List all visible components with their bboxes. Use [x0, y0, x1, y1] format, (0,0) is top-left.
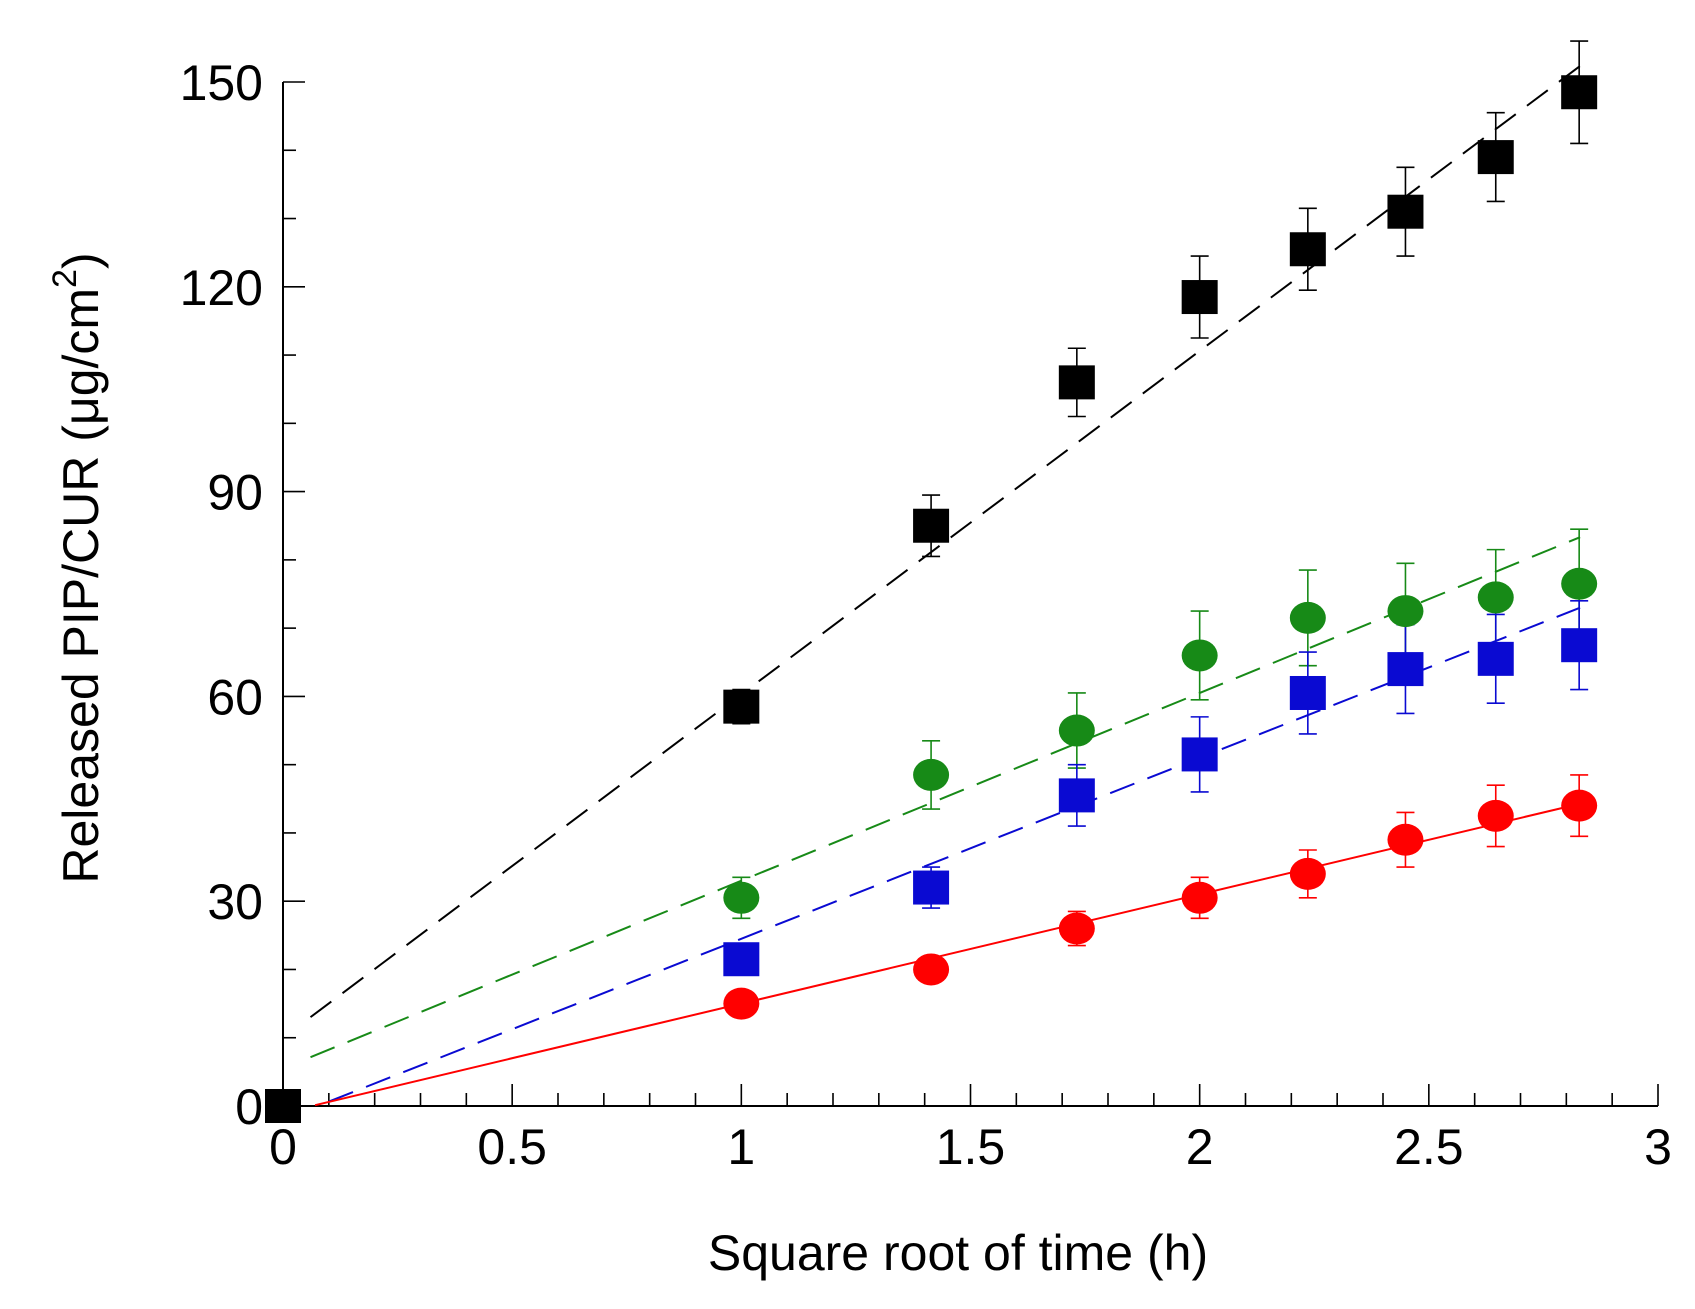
green-point — [1561, 567, 1598, 600]
red-point — [1561, 789, 1598, 822]
y-tick-label: 60 — [207, 669, 263, 725]
black-point — [1181, 280, 1218, 315]
x-tick-label: 2 — [1186, 1119, 1214, 1175]
green-point — [1181, 639, 1218, 672]
black-fit-line — [309, 65, 1581, 1018]
error-bars — [732, 40, 1589, 947]
y-tick-label: 120 — [180, 260, 263, 316]
y-axis-title-main: Released PIP/CUR (μg/cm — [53, 288, 109, 884]
green-point — [913, 758, 950, 791]
x-tick-label: 0.5 — [477, 1119, 547, 1175]
red-point — [1289, 857, 1326, 890]
green-point — [723, 881, 760, 914]
x-tick-label: 2.5 — [1394, 1119, 1464, 1175]
red-point — [913, 953, 950, 986]
red-fit-line — [314, 802, 1581, 1107]
y-axis-title-close: ) — [53, 252, 109, 269]
blue-point — [1181, 737, 1218, 772]
y-tick-label: 150 — [180, 55, 263, 111]
red-point — [1181, 881, 1218, 914]
blue-point — [1387, 652, 1424, 687]
blue-point — [1477, 641, 1514, 676]
blue-fit-line — [328, 606, 1581, 1103]
green-point — [1058, 714, 1095, 747]
blue-point — [1561, 628, 1598, 663]
data-points — [265, 75, 1598, 1123]
y-tick-label: 30 — [207, 874, 263, 930]
black-point — [1387, 194, 1424, 229]
green-point — [1289, 601, 1326, 634]
x-tick-label: 0 — [269, 1119, 297, 1175]
blue-point — [1289, 675, 1326, 710]
red-point — [1058, 912, 1095, 945]
y-axis-title: Released PIP/CUR (μg/cm2) — [46, 252, 109, 883]
black-point — [1289, 232, 1326, 267]
black-point — [1561, 75, 1598, 110]
blue-point — [723, 942, 760, 977]
black-point — [1058, 365, 1095, 400]
green-point — [1387, 595, 1424, 628]
black-point — [1477, 140, 1514, 175]
blue-point — [913, 870, 950, 905]
y-tick-label: 0 — [235, 1079, 263, 1135]
green-point — [1477, 581, 1514, 614]
y-tick-label: 90 — [207, 465, 263, 521]
axes-frame — [282, 81, 1659, 1107]
fit-lines — [309, 65, 1581, 1107]
x-tick-label: 1.5 — [936, 1119, 1006, 1175]
x-tick-label: 1 — [727, 1119, 755, 1175]
red-point — [723, 987, 760, 1020]
green-fit-line — [310, 536, 1581, 1059]
red-point — [1477, 799, 1514, 832]
x-axis-title: Square root of time (h) — [708, 1225, 1208, 1281]
black-point — [723, 689, 760, 724]
x-tick-label: 3 — [1644, 1119, 1672, 1175]
red-point — [1387, 823, 1424, 856]
black-point — [913, 508, 950, 543]
y-axis-title-superscript: 2 — [46, 269, 84, 288]
black-point — [265, 1089, 301, 1123]
blue-point — [1058, 778, 1095, 813]
